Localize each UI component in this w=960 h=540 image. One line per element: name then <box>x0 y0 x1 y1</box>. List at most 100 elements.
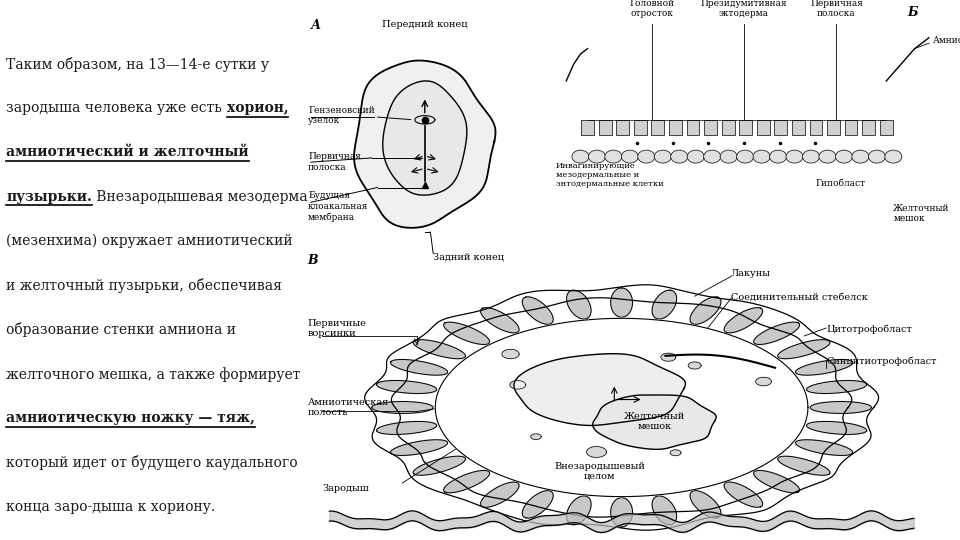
Circle shape <box>720 150 737 163</box>
Circle shape <box>704 150 721 163</box>
Polygon shape <box>592 395 716 449</box>
Text: Соединительный стебелск: Соединительный стебелск <box>732 293 868 302</box>
Polygon shape <box>510 381 526 389</box>
Polygon shape <box>435 318 808 497</box>
Bar <box>809 120 823 135</box>
Polygon shape <box>724 482 762 507</box>
Bar <box>845 120 857 135</box>
Text: и желточный пузырьки, обеспечивая: и желточный пузырьки, обеспечивая <box>7 278 282 293</box>
Polygon shape <box>481 482 519 507</box>
Text: Внезародышевый
целом: Внезародышевый целом <box>554 462 645 481</box>
Polygon shape <box>376 421 437 435</box>
Text: Амниотическая
полость: Амниотическая полость <box>307 398 389 417</box>
Polygon shape <box>690 297 721 325</box>
Circle shape <box>753 150 770 163</box>
Bar <box>828 120 840 135</box>
Text: конца заро-дыша к хориону.: конца заро-дыша к хориону. <box>7 500 216 514</box>
Polygon shape <box>810 402 872 414</box>
Text: Б: Б <box>907 6 918 19</box>
Text: А: А <box>311 19 321 32</box>
Polygon shape <box>502 349 519 359</box>
Text: Зародыш: Зародыш <box>322 484 369 493</box>
Bar <box>616 120 629 135</box>
Text: амниотический и желточный: амниотический и желточный <box>7 145 249 159</box>
Text: пузырьки.: пузырьки. <box>7 190 92 204</box>
Polygon shape <box>778 456 830 475</box>
Polygon shape <box>724 308 762 333</box>
Polygon shape <box>376 381 437 394</box>
Text: Будущая
клоакальная
мембрана: Будущая клоакальная мембрана <box>308 191 369 222</box>
Circle shape <box>655 150 671 163</box>
Polygon shape <box>514 354 685 426</box>
Polygon shape <box>690 491 721 518</box>
Polygon shape <box>796 360 852 375</box>
Circle shape <box>687 150 705 163</box>
Bar <box>722 120 734 135</box>
Circle shape <box>786 150 804 163</box>
Text: (мезенхима) окружает амниотический: (мезенхима) окружает амниотический <box>7 234 293 248</box>
Polygon shape <box>522 297 553 325</box>
Circle shape <box>637 150 655 163</box>
Bar <box>704 120 717 135</box>
Text: Инвагинирующие
мезодермальные и
энтодермальные клетки: Инвагинирующие мезодермальные и энтодерм… <box>556 162 663 188</box>
Bar <box>792 120 804 135</box>
Polygon shape <box>566 496 591 525</box>
Polygon shape <box>796 440 852 455</box>
Polygon shape <box>413 340 466 359</box>
Circle shape <box>572 150 589 163</box>
Text: Первичные
ворсинки: Первичные ворсинки <box>307 319 367 338</box>
Polygon shape <box>756 377 772 386</box>
Polygon shape <box>806 421 867 435</box>
Polygon shape <box>670 450 681 456</box>
Circle shape <box>605 150 622 163</box>
Polygon shape <box>661 353 676 361</box>
Circle shape <box>671 150 687 163</box>
Circle shape <box>869 150 885 163</box>
Polygon shape <box>652 290 677 319</box>
Polygon shape <box>481 308 519 333</box>
Text: амниотическую ножку — тяж,: амниотическую ножку — тяж, <box>7 411 255 425</box>
Text: Синцитиотрофобласт: Синцитиотрофобласт <box>827 356 937 366</box>
Polygon shape <box>354 60 495 228</box>
Polygon shape <box>566 290 591 319</box>
Bar <box>775 120 787 135</box>
Polygon shape <box>652 496 677 525</box>
Polygon shape <box>531 434 541 440</box>
Bar <box>879 120 893 135</box>
Bar <box>599 120 612 135</box>
Circle shape <box>819 150 836 163</box>
Text: Цитотрофобласт: Цитотрофобласт <box>827 325 912 334</box>
Bar <box>862 120 876 135</box>
Polygon shape <box>444 322 490 345</box>
Bar <box>686 120 700 135</box>
Polygon shape <box>372 402 433 414</box>
Text: Желточный
мешок: Желточный мешок <box>894 204 949 224</box>
Polygon shape <box>444 470 490 493</box>
Text: желточного мешка, а также формирует: желточного мешка, а также формирует <box>7 367 300 382</box>
Text: Желточный
мешок: Желточный мешок <box>624 412 685 431</box>
Bar <box>652 120 664 135</box>
Polygon shape <box>754 470 800 493</box>
Polygon shape <box>391 360 447 375</box>
Text: Таким образом, на 13—14-е сутки у: Таким образом, на 13—14-е сутки у <box>7 57 270 72</box>
Polygon shape <box>778 340 830 359</box>
Polygon shape <box>522 491 553 518</box>
Text: зародыша человека уже есть: зародыша человека уже есть <box>7 101 227 115</box>
Polygon shape <box>754 322 800 345</box>
Bar <box>739 120 752 135</box>
Text: Первичная
полоска: Первичная полоска <box>810 0 863 18</box>
Text: Президумитивная
эктодерма: Президумитивная эктодерма <box>701 0 787 18</box>
Text: который идет от будущего каудального: который идет от будущего каудального <box>7 455 298 470</box>
Text: Задний конец: Задний конец <box>433 252 504 261</box>
Text: В: В <box>307 254 318 267</box>
Polygon shape <box>611 498 633 527</box>
Polygon shape <box>688 362 701 369</box>
Circle shape <box>885 150 901 163</box>
Text: Лакуны: Лакуны <box>732 269 771 278</box>
Text: образование стенки амниона и: образование стенки амниона и <box>7 322 236 338</box>
Text: Гензеновский
узелок: Гензеновский узелок <box>308 106 374 125</box>
Text: Головной
отросток: Головной отросток <box>629 0 674 18</box>
Polygon shape <box>806 381 867 394</box>
Circle shape <box>835 150 852 163</box>
Polygon shape <box>391 440 447 455</box>
